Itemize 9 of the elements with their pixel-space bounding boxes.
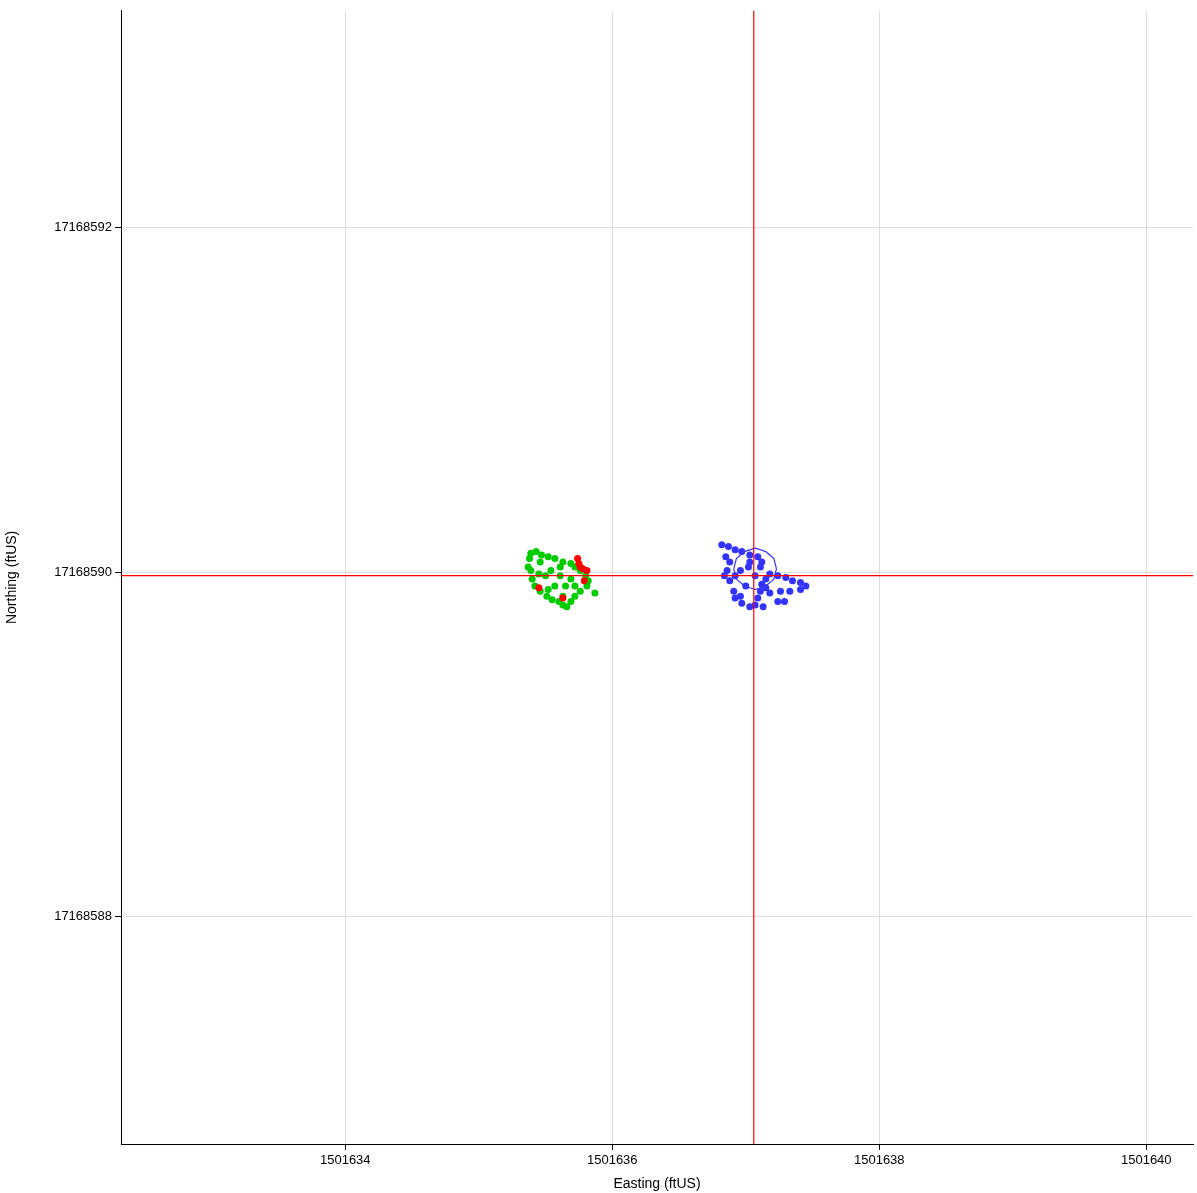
y-axis-title: Northing (ftUS) [3, 530, 20, 625]
x-axis-title: Easting (ftUS) [613, 1175, 701, 1192]
y-tick-label: 17168590 [54, 563, 112, 579]
x-tick-label: 1501638 [853, 1152, 905, 1168]
x-tick-label: 1501636 [586, 1152, 638, 1168]
x-tick-label: 1501634 [319, 1152, 371, 1168]
y-tick-label: 17168588 [54, 908, 112, 924]
x-tick-label: 1501640 [1120, 1152, 1172, 1168]
y-tick-label: 17168592 [54, 219, 112, 235]
